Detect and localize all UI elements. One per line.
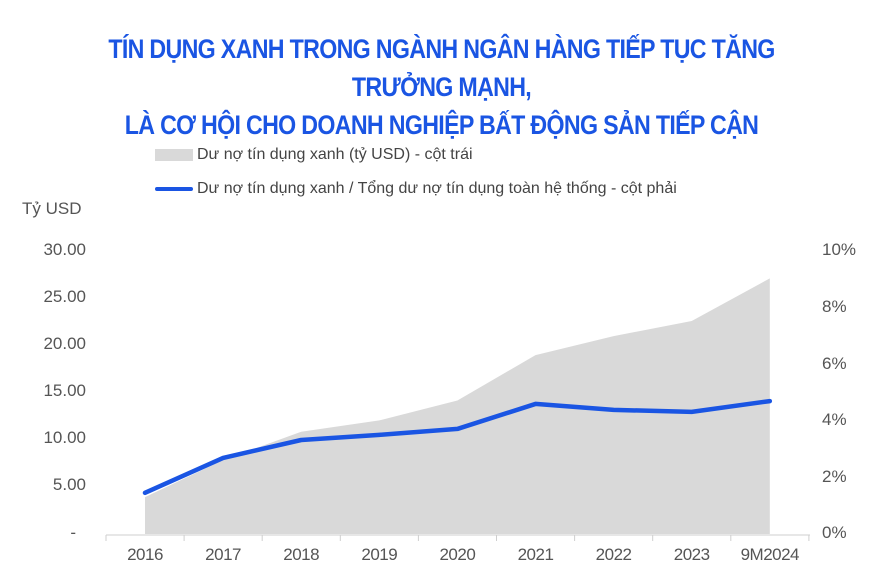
x-axis-label: 2023 [673,545,710,564]
x-axis-label: 2019 [361,545,398,564]
x-axis-label: 2022 [595,545,632,564]
x-axis-label: 2017 [205,545,241,564]
right-axis-tick: 2% [822,467,847,486]
x-axis-label: 2016 [127,545,163,564]
left-axis-tick: 5.00 [52,475,86,494]
legend-item-line: Dư nợ tín dụng xanh / Tổng dư nợ tín dụn… [155,172,677,206]
line-series [142,398,773,496]
legend-area-swatch-icon [155,149,193,161]
chart-title: TÍN DỤNG XANH TRONG NGÀNH NGÂN HÀNG TIẾP… [62,30,821,144]
chart-title-line1: TÍN DỤNG XANH TRONG NGÀNH NGÂN HÀNG TIẾP… [108,34,775,102]
x-axis-label: 2020 [439,545,476,564]
left-axis-tick: - [70,523,76,542]
left-axis-tick: 25.00 [43,287,86,306]
right-axis-tick: 0% [822,523,847,542]
right-axis-tick: 8% [822,297,847,316]
right-axis-tick: 4% [822,410,847,429]
area-series [145,278,770,534]
left-axis-tick: 30.00 [43,240,86,259]
left-axis-title: Tỷ USD [22,199,82,218]
left-axis-tick: 15.00 [43,381,86,400]
legend-label-line: Dư nợ tín dụng xanh / Tổng dư nợ tín dụn… [197,180,677,197]
left-axis-tick: 20.00 [43,334,86,353]
left-axis-tick: 10.00 [43,428,86,447]
legend-item-area: Dư nợ tín dụng xanh (tỷ USD) - cột trái [155,138,677,172]
legend-label-area: Dư nợ tín dụng xanh (tỷ USD) - cột trái [197,146,473,163]
legend: Dư nợ tín dụng xanh (tỷ USD) - cột trái … [155,138,677,206]
legend-line-swatch-icon [155,187,193,191]
chart-title-line2: LÀ CƠ HỘI CHO DOANH NGHIỆP BẤT ĐỘNG SẢN … [124,110,759,140]
right-axis-tick: 10% [822,240,857,259]
x-axis-label: 2021 [517,545,554,564]
right-axis-tick: 6% [822,354,847,373]
x-axis-label: 2018 [283,545,320,564]
x-axis-label: 9M2024 [740,545,800,564]
